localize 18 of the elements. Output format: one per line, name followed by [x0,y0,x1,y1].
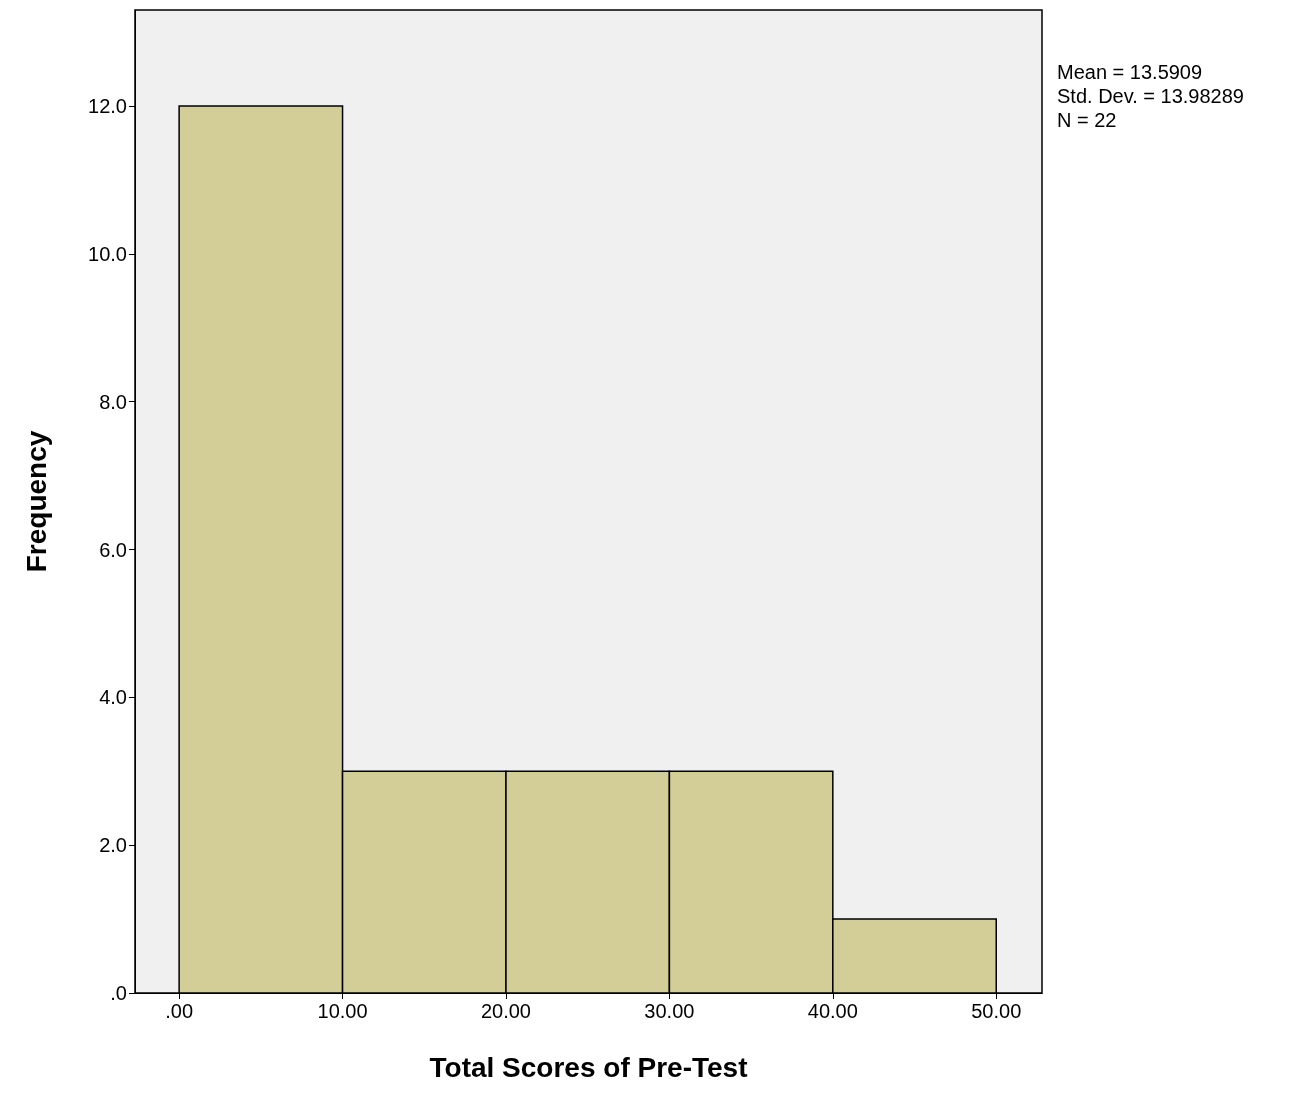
y-tick-label: 10.0 [88,242,127,265]
x-tick-label: 20.00 [480,1000,531,1022]
x-tick-label: .00 [165,1000,194,1022]
x-axis-title: Total Scores of Pre-Test [429,1051,748,1083]
text: Std. Dev. = 13.98289 [1057,85,1244,107]
y-tick-label: 6.0 [99,538,127,561]
y-axis-title: Frequency [20,430,52,573]
y-tick-label: 8.0 [99,390,127,413]
y-tick-label: .0 [110,982,127,1004]
x-tick-label: 50.00 [971,1000,1022,1022]
x-tick-label: 10.00 [317,1000,368,1022]
text: Mean = 13.5909 [1057,61,1203,83]
y-tick-label: 4.0 [99,686,127,709]
text: N = 22 [1057,109,1117,131]
x-tick-label: 30.00 [644,1000,695,1022]
x-tick-label: 40.00 [807,1000,858,1022]
y-tick-label: 2.0 [99,834,127,857]
y-tick-label: 12.0 [88,95,127,118]
